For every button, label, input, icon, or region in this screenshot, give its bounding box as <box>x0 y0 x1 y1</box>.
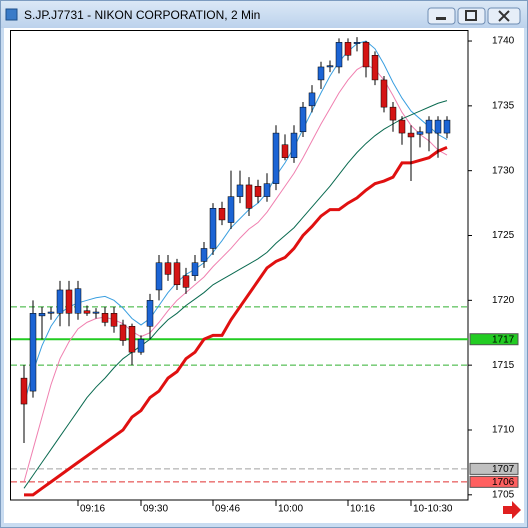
x-tick-label: 09:46 <box>215 504 240 515</box>
level-tag-label: 1707 <box>492 464 515 475</box>
candle-body <box>443 119 451 134</box>
candle-body <box>92 311 100 314</box>
y-tick-label: 1720 <box>492 295 515 306</box>
x-tick-label: 10-10:30 <box>413 504 453 515</box>
candle-body <box>326 65 334 68</box>
candle-body <box>263 183 271 197</box>
y-tick-label: 1740 <box>492 36 515 47</box>
scroll-arrow <box>503 501 521 519</box>
candle-body <box>56 289 64 314</box>
candle-body <box>83 310 91 314</box>
level-tag-label: 1717 <box>492 334 515 345</box>
y-tick-label: 1710 <box>492 425 515 436</box>
candle-body <box>353 42 361 44</box>
candle-body <box>344 42 352 56</box>
candle-body <box>281 144 289 158</box>
candle-body <box>317 66 325 81</box>
candle-body <box>146 300 154 327</box>
x-tick-label: 10:00 <box>278 504 303 515</box>
level-tag <box>469 462 519 475</box>
level-tag <box>469 333 519 346</box>
candle-body <box>272 132 280 184</box>
candle-body <box>299 106 307 133</box>
candle-body <box>425 119 433 134</box>
x-tick-label: 10:16 <box>350 504 375 515</box>
candle-body <box>38 313 46 317</box>
y-tick-label: 1735 <box>492 100 515 111</box>
candle-body <box>191 262 199 276</box>
candle-body <box>173 262 181 286</box>
candle-body <box>164 262 172 275</box>
candle-body <box>254 185 262 197</box>
minimize-button[interactable] <box>427 7 456 25</box>
candle-body <box>200 248 208 262</box>
indicator-line <box>23 40 448 405</box>
candle-body <box>227 196 235 223</box>
indicator-line <box>24 145 448 497</box>
candle-body <box>335 42 343 68</box>
candle-body <box>128 326 136 353</box>
candle-body <box>119 324 127 341</box>
candle-body <box>371 55 379 81</box>
candle-body <box>182 275 190 288</box>
y-tick-label: 1705 <box>492 489 515 500</box>
candle-body <box>290 132 298 158</box>
chart-area <box>4 28 524 523</box>
indicator-line <box>23 100 448 489</box>
y-tick-label: 1715 <box>492 360 515 371</box>
restore-button[interactable] <box>457 7 486 25</box>
candle-body <box>74 288 82 314</box>
candle-body <box>29 313 37 392</box>
candle-body <box>434 119 442 134</box>
candle-body <box>308 92 316 107</box>
candle-body <box>65 289 73 314</box>
candle-body <box>137 338 145 353</box>
y-tick-label: 1725 <box>492 230 515 241</box>
candle-body <box>236 184 244 197</box>
candle-body <box>245 184 253 209</box>
window-title: S.JP.J7731 - NIKON CORPORATION, 2 Min <box>24 8 260 22</box>
candle-body <box>398 119 406 134</box>
candle-body <box>101 313 109 323</box>
y-tick-label: 1730 <box>492 165 515 176</box>
level-tag <box>469 475 519 488</box>
candle-body <box>416 131 424 135</box>
candle-body <box>155 262 163 291</box>
candle-body <box>389 106 397 121</box>
candle-body <box>20 377 28 405</box>
level-tag-label: 1706 <box>492 477 515 488</box>
candle-body <box>380 79 388 108</box>
candle-body <box>218 208 226 221</box>
x-tick-label: 09:30 <box>143 504 168 515</box>
candle-body <box>407 132 415 138</box>
plot-frame <box>10 30 469 501</box>
x-tick-label: 09:16 <box>80 504 105 515</box>
window-icon <box>5 8 18 21</box>
candle-body <box>362 42 370 68</box>
close-button[interactable] <box>487 7 521 25</box>
candle-body <box>47 311 55 314</box>
candle-body <box>209 208 217 249</box>
candle-body <box>110 313 118 327</box>
